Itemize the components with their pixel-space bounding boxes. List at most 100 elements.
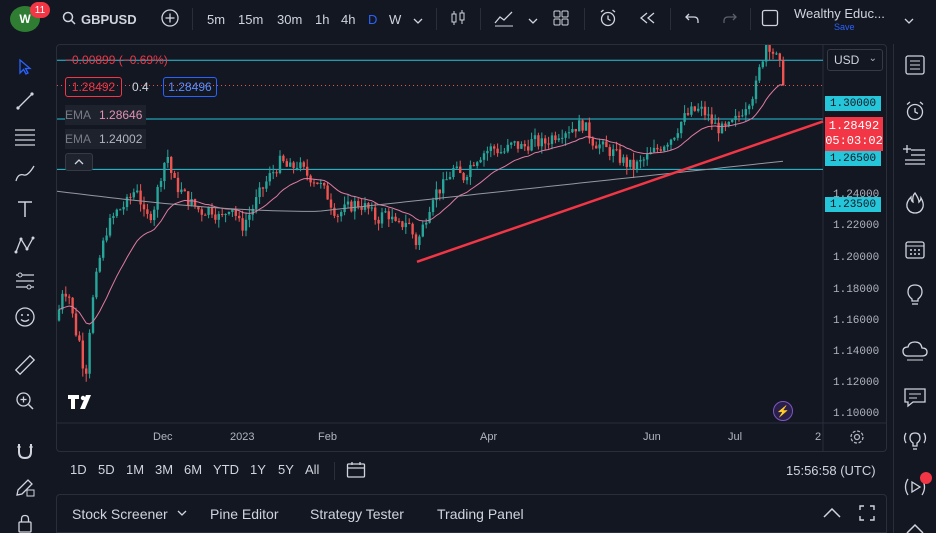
tradingview-logo-icon[interactable] <box>67 393 99 416</box>
tab-stock-screener[interactable]: Stock Screener <box>72 506 168 522</box>
screener-dropdown[interactable] <box>172 503 192 523</box>
zoom-tool[interactable] <box>12 388 38 414</box>
price-chart[interactable] <box>57 45 887 452</box>
lock-draw-tool[interactable] <box>12 474 38 500</box>
alerts-button[interactable] <box>902 98 928 124</box>
alert-button[interactable] <box>598 0 618 38</box>
tab-trading-panel[interactable]: Trading Panel <box>437 506 524 522</box>
watchlist-button[interactable] <box>902 52 928 78</box>
candle-body <box>452 167 455 177</box>
fib-tool[interactable] <box>12 124 38 150</box>
fullscreen-button[interactable] <box>761 0 779 38</box>
ema-fast-legend[interactable]: EMA 1.28646 <box>65 105 147 125</box>
level-label-1-26500[interactable]: 1.26500 <box>825 151 881 166</box>
candle-body <box>221 214 224 216</box>
tab-strategy-tester[interactable]: Strategy Tester <box>310 506 404 522</box>
interval-30m[interactable]: 30m <box>277 11 303 27</box>
candle-body <box>734 115 737 121</box>
candle-body <box>707 114 710 116</box>
candle-body <box>625 157 628 167</box>
chart-pane[interactable]: −0.00899 (−0.69%) 1.28492 0.4 1.28496 EM… <box>56 44 887 452</box>
range-1m[interactable]: 1M <box>126 462 145 477</box>
save-status[interactable]: Save <box>834 22 855 32</box>
candle-body <box>530 139 533 151</box>
ideas-button[interactable] <box>902 282 928 308</box>
cursor-tool[interactable] <box>12 54 38 80</box>
more-button[interactable] <box>902 516 928 533</box>
interval-1h[interactable]: 1h <box>315 11 330 27</box>
undo-button[interactable] <box>684 0 700 38</box>
candle-body <box>387 211 390 220</box>
streams-button[interactable] <box>902 338 928 364</box>
prediction-tool[interactable] <box>12 268 38 294</box>
candle-body <box>275 172 278 174</box>
candle-body <box>238 215 241 219</box>
chart-type-button[interactable] <box>449 0 467 38</box>
range-5d[interactable]: 5D <box>98 462 115 477</box>
legend-collapse-button[interactable] <box>65 153 93 171</box>
text-tool[interactable] <box>12 196 38 222</box>
object-tree-button[interactable] <box>902 142 928 168</box>
go-to-date-button[interactable] <box>346 461 366 482</box>
magnet-tool[interactable] <box>12 438 38 464</box>
lightning-icon[interactable]: ⚡ <box>773 401 793 421</box>
replay-button[interactable] <box>638 0 656 38</box>
indicators-button[interactable] <box>494 0 514 38</box>
measure-tool[interactable] <box>12 352 38 378</box>
buy-price-button[interactable]: 1.28496 <box>163 77 217 97</box>
signals-button[interactable] <box>902 428 928 454</box>
brush-tool[interactable] <box>12 160 38 186</box>
candle-body <box>537 135 540 147</box>
candle-body <box>333 207 336 216</box>
interval-15m[interactable]: 15m <box>238 11 264 27</box>
level-label-1-23500[interactable]: 1.23500 <box>825 197 881 212</box>
interval-5m[interactable]: 5m <box>207 11 226 27</box>
candle-body <box>527 146 530 151</box>
currency-selector[interactable]: USD ⌄ <box>827 49 883 71</box>
range-5y[interactable]: 5Y <box>278 462 294 477</box>
lock-tool[interactable] <box>12 510 38 533</box>
sell-price-button[interactable]: 1.28492 <box>65 77 122 97</box>
expand-panel-button[interactable] <box>822 503 842 523</box>
interval-1w[interactable]: W <box>389 11 402 27</box>
forecast-icon <box>16 272 34 290</box>
interval-dropdown[interactable] <box>413 0 423 38</box>
tab-pine-editor[interactable]: Pine Editor <box>210 506 279 522</box>
range-1d[interactable]: 1D <box>70 462 87 477</box>
range-ytd[interactable]: YTD <box>213 462 239 477</box>
layout-button[interactable] <box>552 0 570 38</box>
redo-button[interactable] <box>722 0 738 38</box>
range-3m[interactable]: 3M <box>155 462 174 477</box>
candle-body <box>479 159 482 163</box>
candle-body <box>61 293 64 310</box>
level-label-1-30000[interactable]: 1.30000 <box>825 96 881 111</box>
interval-1d[interactable]: D <box>368 11 378 27</box>
emoji-tool[interactable] <box>12 304 38 330</box>
hotlists-button[interactable] <box>902 190 928 216</box>
utc-clock[interactable]: 15:56:58 (UTC) <box>786 463 876 478</box>
compare-button[interactable] <box>160 0 180 38</box>
candle-body <box>697 108 700 111</box>
interval-4h[interactable]: 4h <box>341 11 356 27</box>
pattern-tool[interactable] <box>12 232 38 258</box>
notification-dot <box>920 472 932 484</box>
layout-dropdown[interactable] <box>904 0 914 38</box>
chats-button[interactable] <box>902 384 928 410</box>
layout-name[interactable]: Wealthy Educ... <box>794 6 885 21</box>
maximize-panel-button[interactable] <box>857 503 877 523</box>
candle-body <box>125 196 129 208</box>
pattern-icon <box>14 236 35 254</box>
chart-settings-button[interactable] <box>849 429 865 445</box>
trendline-tool[interactable] <box>12 88 38 114</box>
range-1y[interactable]: 1Y <box>250 462 266 477</box>
candle-body <box>340 212 343 217</box>
candle-body <box>731 120 734 122</box>
candle-body <box>482 153 486 160</box>
calendar-button[interactable] <box>902 236 928 262</box>
range-all[interactable]: All <box>305 462 320 477</box>
ema-slow-legend[interactable]: EMA 1.24002 <box>65 129 147 149</box>
symbol-search[interactable]: GBPUSD <box>62 0 137 38</box>
range-6m[interactable]: 6M <box>184 462 203 477</box>
spread-value: 0.4 <box>132 80 149 94</box>
indicators-dropdown[interactable] <box>528 0 538 38</box>
